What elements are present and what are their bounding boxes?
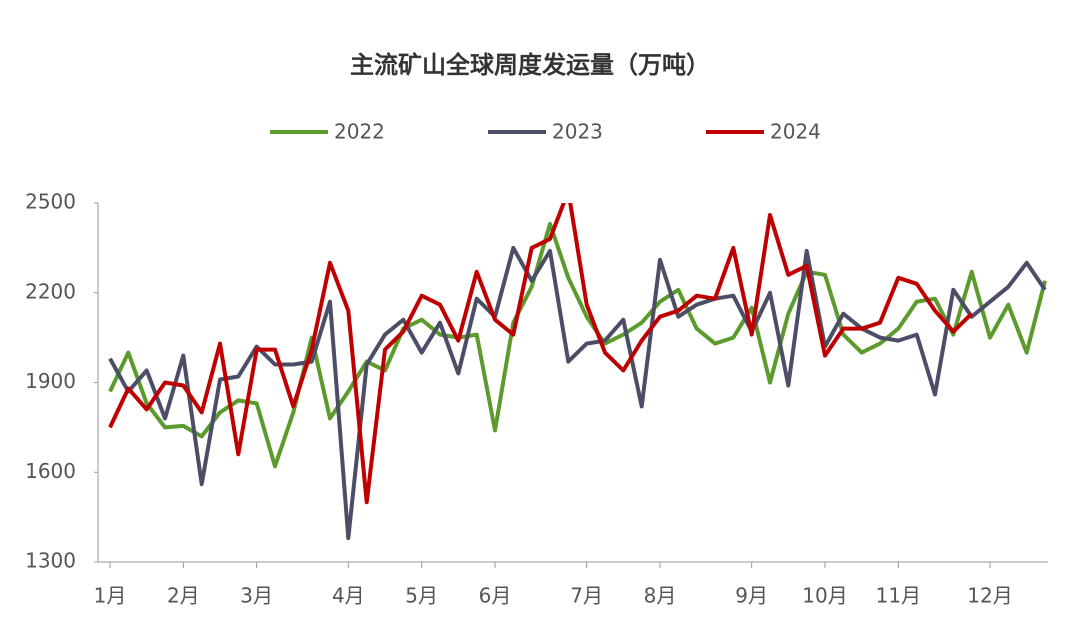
y-tick-label: 1300 (25, 549, 76, 573)
x-tick-label: 2月 (167, 584, 200, 608)
series-line (108, 245, 1047, 541)
x-tick-label: 7月 (570, 584, 603, 608)
legend-label: 2024 (770, 120, 821, 144)
series-line (108, 221, 1047, 469)
x-tick-label: 1月 (94, 584, 127, 608)
x-tick-label: 5月 (405, 584, 438, 608)
x-tick-label: 4月 (332, 584, 365, 608)
legend-label: 2022 (334, 120, 385, 144)
series-line (108, 203, 974, 505)
plot-area (108, 203, 1047, 541)
y-tick-label: 1600 (25, 459, 76, 483)
x-tick-label: 10月 (802, 584, 847, 608)
x-tick-label: 12月 (967, 584, 1012, 608)
x-tick-label: 3月 (240, 584, 273, 608)
y-tick-label: 2200 (25, 279, 76, 303)
chart-title: 主流矿山全球周度发运量（万吨） (350, 51, 710, 79)
x-tick-label: 8月 (644, 584, 677, 608)
legend-label: 2023 (552, 120, 603, 144)
y-tick-label: 2500 (25, 190, 76, 214)
x-tick-label: 11月 (876, 584, 921, 608)
y-tick-label: 1900 (25, 369, 76, 393)
x-tick-label: 9月 (735, 584, 768, 608)
x-tick-label: 6月 (479, 584, 512, 608)
